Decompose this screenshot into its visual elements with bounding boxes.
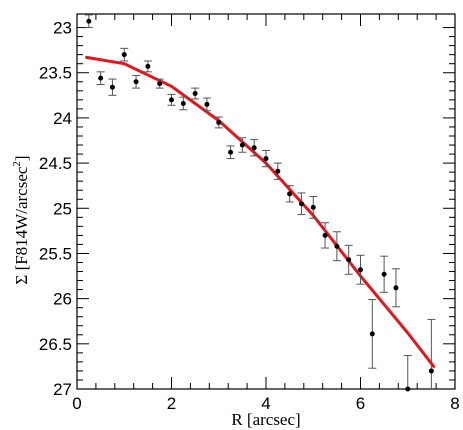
y-tick-label: 25 [53, 199, 72, 218]
y-tick-label: 26.5 [39, 335, 72, 354]
data-marker [405, 386, 411, 392]
data-point [356, 254, 365, 285]
data-marker [216, 119, 222, 125]
data-point [238, 137, 247, 153]
y-axis: 23 23.5 24 24.5 25 25.5 26 26.5 27 [39, 19, 455, 399]
data-point [368, 299, 377, 369]
data-marker [334, 243, 340, 249]
data-marker [228, 149, 234, 155]
data-marker [263, 156, 269, 162]
y-axis-title-suffix: ] [12, 155, 31, 161]
y-tick-label: 25.5 [39, 244, 72, 263]
data-point [262, 149, 270, 168]
x-tick-label: 6 [356, 394, 365, 413]
y-tick-label: 24.5 [39, 154, 72, 173]
data-marker [369, 331, 375, 337]
data-point [391, 268, 400, 308]
data-marker [310, 204, 316, 210]
data-point [309, 196, 318, 219]
fit-curve [85, 55, 436, 368]
data-marker [358, 267, 363, 273]
x-tick-label: 2 [167, 394, 176, 413]
data-point [344, 244, 353, 275]
y-tick-label: 27 [53, 380, 72, 399]
data-point [191, 87, 200, 100]
y-tick-label: 24 [53, 109, 72, 128]
x-axis-title: R [arcsec] [231, 410, 300, 429]
data-marker [381, 271, 387, 277]
data-marker [157, 81, 163, 87]
data-marker [169, 97, 174, 103]
y-tick-label: 23 [53, 19, 72, 38]
data-point [202, 97, 211, 112]
x-axis: 0 2 4 6 8 [72, 14, 460, 413]
data-marker [133, 79, 139, 85]
data-marker [239, 142, 245, 148]
data-point [297, 192, 306, 216]
y-axis-title-main: Σ [F814W/arcsec [12, 166, 31, 284]
data-marker [121, 52, 127, 58]
data-marker [204, 101, 210, 107]
data-marker [322, 232, 328, 238]
data-point [84, 14, 93, 29]
plot-frame [76, 13, 456, 390]
data-point [380, 255, 389, 293]
data-point [285, 185, 294, 203]
data-point [332, 231, 341, 262]
y-tick-label: 23.5 [39, 64, 72, 83]
data-marker [251, 145, 257, 151]
data-point [108, 78, 117, 96]
data-marker [298, 201, 304, 207]
data-points-group [84, 14, 436, 392]
data-point [132, 74, 141, 89]
data-marker [428, 368, 434, 374]
y-axis-title: Σ [F814W/arcsec2] [11, 155, 31, 284]
data-marker [275, 168, 281, 174]
data-marker [109, 84, 115, 90]
x-tick-label: 8 [450, 394, 459, 413]
data-point [214, 116, 223, 129]
data-point [403, 355, 412, 392]
data-marker [86, 18, 92, 24]
plot-frame-group [76, 13, 456, 390]
data-marker [192, 91, 198, 97]
data-point [143, 60, 152, 73]
data-point [167, 93, 176, 106]
data-marker [98, 75, 104, 81]
data-point [427, 318, 436, 389]
data-point [155, 78, 164, 89]
data-point [120, 47, 129, 62]
data-point [96, 71, 105, 85]
data-marker [145, 63, 151, 69]
y-axis-title-superscript: 2 [11, 161, 23, 167]
x-tick-label: 4 [261, 394, 270, 413]
data-point [321, 222, 330, 249]
data-point [273, 162, 282, 180]
y-tick-label: 26 [53, 290, 72, 309]
data-marker [180, 100, 186, 106]
x-tick-label: 0 [72, 394, 81, 413]
data-point [250, 139, 259, 157]
data-marker [346, 257, 352, 263]
fit-curve-group [85, 55, 436, 368]
data-marker [287, 191, 293, 197]
data-point [226, 145, 235, 160]
data-marker [393, 285, 399, 291]
data-point [179, 96, 188, 111]
